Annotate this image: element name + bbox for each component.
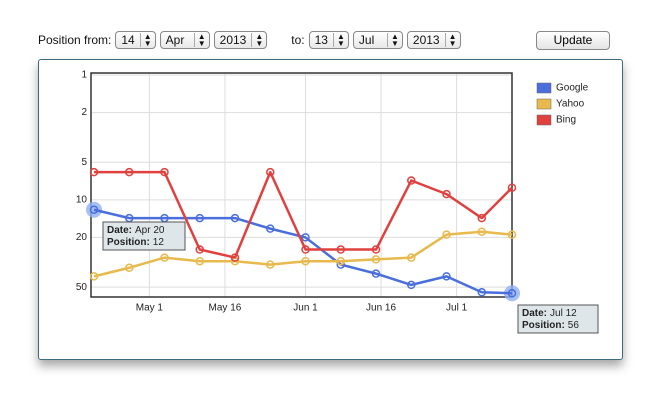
point: [442, 272, 451, 281]
plot-frame: [90, 72, 513, 298]
arrows: ▲ ▼: [193, 33, 206, 48]
point: [442, 230, 451, 239]
update-button[interactable]: Update: [536, 31, 610, 50]
arrows: ▲ ▼: [139, 33, 152, 48]
legend-swatch: [536, 98, 552, 110]
series-line: [93, 230, 513, 278]
y-tick-label: 5: [81, 157, 87, 168]
point: [301, 233, 310, 242]
value: 12: [153, 237, 165, 248]
point: [336, 256, 346, 266]
date-controls: Position from: 14 ▲ ▼ Apr ▲ ▼ 2013 ▲ ▼ to: 13 ▲…: [38, 29, 461, 51]
point: [266, 167, 275, 177]
point: [89, 272, 99, 281]
legend-swatch: [536, 114, 552, 126]
legend-swatch: [536, 82, 552, 94]
point: [195, 256, 205, 266]
point: [371, 269, 381, 278]
from-month-select[interactable]: Apr ▲ ▼: [159, 31, 210, 49]
point: [371, 245, 381, 254]
from-label: Position from:: [38, 33, 112, 47]
tooltip-date: Date: Apr 20: [107, 225, 165, 236]
tooltip: [102, 221, 186, 251]
point: [266, 260, 275, 269]
point: [230, 213, 240, 223]
x-tick-label: Jun 1: [293, 303, 318, 314]
from-day-select[interactable]: 14 ▲ ▼: [115, 31, 156, 49]
label: Position:: [107, 237, 150, 248]
legend-label: Google: [556, 83, 589, 94]
to-label: to:: [291, 33, 305, 47]
point: [125, 167, 134, 177]
legend-label: Yahoo: [556, 99, 585, 110]
point: [371, 255, 381, 264]
point: [125, 263, 134, 273]
point: [230, 253, 240, 262]
value: Jul: [358, 33, 375, 47]
to-year-select[interactable]: 2013 ▲ ▼: [406, 31, 461, 49]
arrows: ▲ ▼: [386, 33, 399, 48]
point: [507, 230, 517, 239]
tooltip-position: Position: 56: [522, 320, 579, 331]
label: Date:: [107, 225, 132, 236]
point: [301, 245, 310, 254]
y-tick-label: 10: [76, 194, 88, 205]
point: [160, 253, 169, 262]
arrows: ▲ ▼: [251, 33, 263, 48]
series-line: [94, 170, 513, 259]
x-tick-label: Jul 1: [446, 303, 468, 314]
point: [89, 167, 99, 177]
point: [407, 280, 416, 290]
legend-label: Bing: [556, 115, 576, 126]
tooltip-date: Date: Jul 12: [522, 308, 577, 319]
y-tick-label: 50: [76, 282, 88, 293]
to-day-select[interactable]: 13 ▲ ▼: [308, 31, 349, 49]
series-line: [93, 208, 513, 295]
y-tick-label: 1: [81, 70, 87, 81]
arrows: ▲ ▼: [444, 33, 457, 48]
y-tick-label: 2: [81, 107, 87, 118]
point: [407, 176, 416, 185]
arrows: ▲ ▼: [332, 33, 345, 48]
point: [266, 224, 275, 233]
point: [507, 289, 517, 298]
to-month-select[interactable]: Jul ▲ ▼: [352, 31, 403, 49]
point: [89, 205, 99, 214]
from-year-select[interactable]: 2013 ▲ ▼: [213, 31, 268, 49]
label: Position:: [522, 320, 565, 331]
tooltip: [517, 304, 599, 334]
y-tick-label: 20: [76, 232, 88, 243]
x-tick-label: May 16: [209, 303, 242, 314]
x-tick-label: May 1: [136, 303, 164, 314]
value: Jul 12: [550, 308, 577, 319]
point: [507, 183, 517, 192]
point: [195, 213, 205, 223]
value: Apr 20: [135, 225, 165, 236]
point: [407, 253, 416, 262]
value: Apr: [165, 33, 185, 47]
value: 56: [568, 320, 580, 331]
value: 13: [314, 33, 328, 47]
point: [195, 245, 205, 254]
value: 2013: [219, 33, 247, 47]
value: 14: [121, 33, 135, 47]
label: Date:: [522, 308, 547, 319]
point: [477, 288, 487, 297]
tooltip-position: Position: 12: [107, 237, 164, 248]
point: [442, 189, 451, 199]
point: [477, 213, 487, 223]
point: [160, 167, 169, 177]
plot-area: [91, 73, 512, 297]
value: 2013: [412, 33, 440, 47]
point: [336, 245, 346, 254]
x-tick-label: Jun 16: [366, 303, 396, 314]
point: [301, 256, 310, 266]
point: [477, 227, 487, 236]
